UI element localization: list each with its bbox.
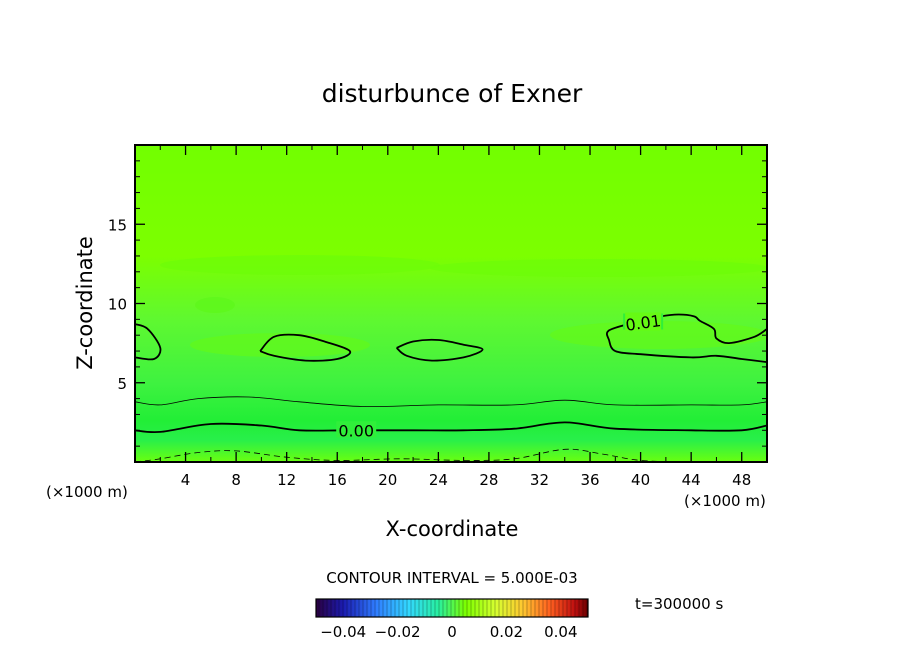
chart-title: disturbunce of Exner <box>322 79 583 108</box>
contour-label: 0.00 <box>338 421 374 440</box>
x-unit-left: (×1000 m) <box>46 483 128 501</box>
colorbar-tick-labels: −0.04 −0.02 0 0.02 0.04 <box>320 623 577 641</box>
x-tick-label: 24 <box>429 471 448 489</box>
contour-line <box>135 448 767 462</box>
contour-lines <box>135 313 767 462</box>
contour-line <box>135 396 767 408</box>
y-tick-label: 10 <box>108 296 127 314</box>
colorbar-tick-label: 0.04 <box>544 623 577 641</box>
colorbar-frame <box>315 598 589 618</box>
x-tick-label: 8 <box>231 471 241 489</box>
contour-line <box>135 323 162 361</box>
x-tick-label: 32 <box>530 471 549 489</box>
contour-line <box>395 338 484 362</box>
x-tick-label: 4 <box>181 471 191 489</box>
contour-labels: 0.00 0.01 <box>336 311 664 440</box>
time-label: t=300000 s <box>635 595 723 613</box>
field-shading <box>160 255 767 357</box>
x-unit-right: (×1000 m) <box>684 492 766 510</box>
contour-line <box>135 421 767 434</box>
colorbar: −0.04 −0.02 0 0.02 0.04 <box>315 598 589 641</box>
x-tick-label: 48 <box>732 471 751 489</box>
colorbar-stripes <box>318 599 588 617</box>
x-tick-label: 44 <box>682 471 701 489</box>
x-tick-label: 40 <box>631 471 650 489</box>
colorbar-tick-label: 0 <box>447 623 457 641</box>
x-tick-label: 20 <box>378 471 397 489</box>
y-axis-label: Z-coordinate <box>73 236 97 370</box>
contour-label: 0.01 <box>624 311 662 335</box>
y-tick-label: 5 <box>117 375 127 393</box>
x-tick-label: 16 <box>328 471 347 489</box>
x-tick-label: 36 <box>580 471 599 489</box>
colorbar-tick-label: 0.02 <box>490 623 523 641</box>
x-axis-label: X-coordinate <box>386 517 519 541</box>
contour-interval-label: CONTOUR INTERVAL = 5.000E-03 <box>326 569 577 587</box>
contour-label-bg <box>336 421 377 438</box>
colorbar-tick-label: −0.04 <box>320 623 366 641</box>
contour-line <box>259 333 352 362</box>
x-tick-label: 12 <box>277 471 296 489</box>
contour-label-bg <box>625 312 662 331</box>
colorbar-fill <box>316 599 588 617</box>
x-tick-label: 28 <box>479 471 498 489</box>
field-fill <box>135 145 767 462</box>
y-tick-label: 15 <box>108 216 127 234</box>
colorbar-tick-label: −0.02 <box>375 623 421 641</box>
